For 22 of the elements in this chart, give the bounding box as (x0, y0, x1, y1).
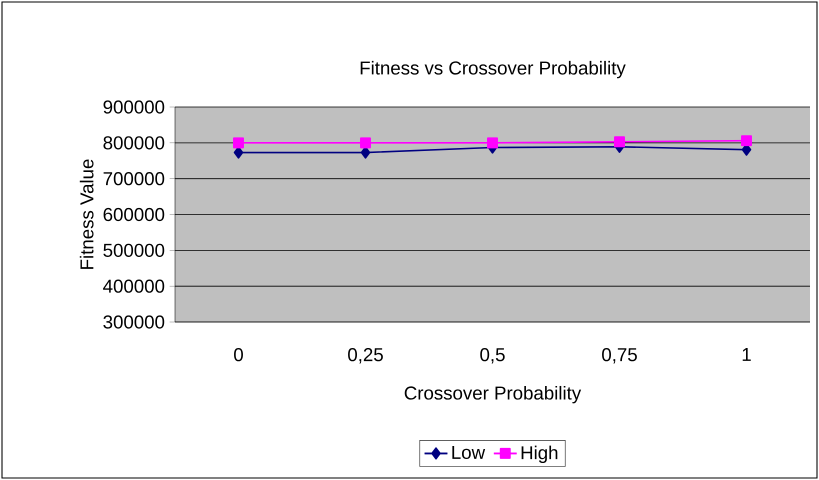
x-tick-label: 1 (742, 348, 751, 361)
x-axis-title: Crossover Probability (404, 386, 582, 404)
x-tick-label: 0,25 (348, 348, 383, 364)
y-tick-label: 500000 (103, 244, 164, 257)
point (741, 135, 752, 146)
legend-label: Low (452, 446, 486, 460)
y-tick-label: 400000 (103, 280, 164, 293)
point (614, 136, 625, 148)
y-tick-label: 900000 (104, 100, 164, 114)
y-tick-label: 300000 (103, 315, 164, 329)
point (360, 137, 371, 148)
x-tick-label: 0,5 (480, 348, 505, 364)
y-axis-title: Fitness Value (80, 159, 94, 269)
x-tick-label: 0,75 (602, 348, 637, 364)
y-tick-label: 800000 (103, 136, 164, 150)
x-tick-label: 0 (234, 348, 243, 362)
chart-title: Fitness vs Crossover Probability (360, 60, 626, 78)
point (487, 137, 498, 148)
y-tick-label: 700000 (104, 172, 164, 186)
y-tick-label: 600000 (104, 208, 164, 222)
point (233, 137, 244, 148)
legend-label: High (522, 446, 558, 464)
